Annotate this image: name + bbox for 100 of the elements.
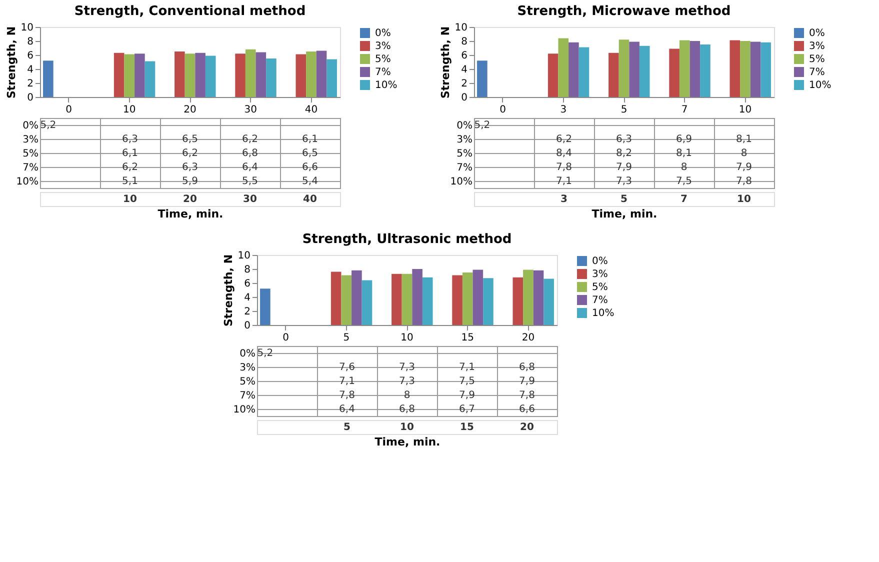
data-label: 7,3 [616,176,632,187]
data-label: 5,9 [182,176,198,187]
text: 30 [243,194,257,205]
data-label: 7,8 [736,176,752,187]
bar [669,48,680,97]
bar [245,49,256,97]
data-label: 5,1 [122,176,138,187]
legend-label: 0% [809,28,825,39]
legend-label: 5% [809,54,825,65]
data-label: 6,3 [182,162,198,173]
x-tick-label: 0 [282,332,289,344]
data-label: 5,4 [302,176,318,187]
legend-label: 5% [375,54,391,65]
data-label: 6,2 [182,148,198,159]
data-label: 6,5 [302,148,318,159]
bar [568,42,579,97]
bar [352,270,362,325]
legend-label: 7% [809,67,825,78]
bar [43,60,54,97]
bar [544,278,554,325]
bar [690,41,700,97]
data-label: 6,5 [182,134,198,145]
data-label: 7,8 [556,162,572,173]
x-tick-label: 20 [184,104,196,116]
data-label: 5,5 [242,176,258,187]
bar [362,280,372,325]
x-tick-label: 40 [304,104,318,116]
data-label: 8,4 [556,148,572,159]
data-label: 6,7 [459,404,475,415]
legend-label: 5% [592,282,608,293]
text: 3% [22,134,38,146]
bar [235,54,246,97]
bar [548,54,558,97]
bar [341,275,352,325]
data-label: 7,3 [399,362,415,373]
y-tick-label: 6 [461,50,468,62]
bar [452,275,462,325]
x-tick-label: 20 [522,332,535,344]
bar [205,56,216,97]
data-label: 7,1 [459,362,475,373]
text: 3% [240,362,256,374]
bar [512,277,524,325]
data-label: 7,1 [556,176,572,187]
y-tick-label: 6 [244,278,250,290]
legend-label: 0% [375,28,391,39]
x-tick-label: 0 [66,104,72,116]
legend-label: 7% [592,295,608,306]
y-axis-title: Strength, N [438,26,452,99]
bar [523,270,534,325]
bar [639,46,650,97]
bar [618,40,630,97]
legend-label: 3% [592,269,608,280]
x-tick-label: 15 [461,332,474,344]
x-axis-title: Time, min. [592,208,658,220]
legend-label: 10% [375,80,398,91]
data-label: 7,9 [736,162,752,173]
y-tick-label: 10 [238,250,250,262]
y-tick-label: 8 [27,36,34,48]
legend-label: 0% [592,256,608,267]
legend-label: 7% [375,67,391,78]
data-label: 6,3 [122,134,138,145]
x-tick-label: 3 [560,104,567,116]
bar [730,40,740,97]
text: 3% [456,134,472,146]
data-label: 7,5 [676,176,692,187]
data-label: 8,2 [616,148,632,159]
data-label: 6,4 [242,162,258,173]
data-label: 8,1 [736,134,752,145]
text: 5% [240,376,256,388]
data-label: 6,2 [242,134,258,145]
legend-label: 10% [592,308,614,319]
text: 0% [240,348,256,360]
bar [740,41,750,97]
x-tick-label: 0 [500,104,506,116]
data-label: 7,1 [339,376,355,387]
data-label: 7,8 [519,390,535,401]
text: 7% [22,162,38,174]
text: 10 [400,422,414,433]
text: 5 [344,422,351,433]
chart-title: Strength, Ultrasonic method [302,232,512,247]
y-tick-label: 4 [244,292,250,304]
data-label: 6,6 [519,404,535,415]
data-label: 6,1 [122,148,138,159]
chart-title: Strength, Microwave method [517,4,731,19]
bar [608,52,619,97]
legend-label: 10% [809,80,832,91]
y-tick-label: 2 [461,78,468,90]
bar [392,274,402,325]
text: 0% [22,120,38,132]
text: 10% [233,404,256,416]
x-tick-label: 30 [244,104,257,116]
y-axis-title: Strength, N [222,254,235,327]
y-tick-label: 10 [20,22,34,34]
x-tick-label: 10 [123,104,136,116]
text: 20 [520,422,534,433]
data-label: 5,2 [474,120,490,131]
bar [472,270,484,325]
data-label: 8,1 [676,148,692,159]
x-tick-label: 5 [620,104,628,116]
y-tick-label: 2 [244,306,250,318]
